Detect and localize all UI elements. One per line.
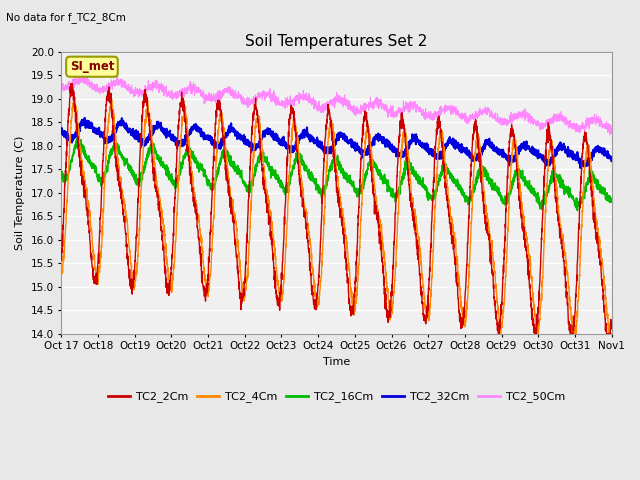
TC2_32Cm bbox=[442, 143, 449, 148]
TC2_50Cm bbox=[442, 107, 449, 112]
Legend: TC2_2Cm, TC2_4Cm, TC2_16Cm, TC2_32Cm, TC2_50Cm: TC2_2Cm, TC2_4Cm, TC2_16Cm, TC2_32Cm, TC… bbox=[104, 387, 570, 407]
TC2_4Cm bbox=[442, 165, 449, 171]
TC2_16Cm bbox=[442, 166, 449, 171]
TC2_4Cm bbox=[58, 266, 65, 272]
TC2_16Cm bbox=[73, 136, 81, 142]
TC2_2Cm bbox=[58, 257, 65, 263]
TC2_16Cm bbox=[232, 165, 240, 171]
X-axis label: Time: Time bbox=[323, 357, 350, 367]
TC2_16Cm bbox=[58, 172, 65, 178]
TC2_4Cm bbox=[442, 161, 449, 167]
TC2_16Cm bbox=[471, 182, 479, 188]
TC2_32Cm bbox=[511, 157, 519, 163]
TC2_50Cm bbox=[406, 105, 414, 111]
TC2_32Cm bbox=[81, 115, 88, 121]
Line: TC2_50Cm: TC2_50Cm bbox=[61, 74, 612, 135]
TC2_4Cm bbox=[511, 141, 519, 146]
TC2_4Cm bbox=[71, 95, 79, 100]
TC2_16Cm bbox=[608, 199, 616, 205]
TC2_4Cm bbox=[232, 221, 240, 227]
TC2_32Cm bbox=[471, 156, 479, 161]
Line: TC2_4Cm: TC2_4Cm bbox=[61, 97, 612, 334]
TC2_4Cm bbox=[608, 331, 616, 336]
TC2_50Cm bbox=[511, 114, 519, 120]
TC2_16Cm bbox=[573, 208, 581, 214]
TC2_50Cm bbox=[77, 71, 85, 77]
TC2_2Cm bbox=[68, 81, 76, 86]
TC2_32Cm bbox=[232, 130, 240, 136]
TC2_4Cm bbox=[534, 331, 542, 336]
TC2_32Cm bbox=[608, 158, 616, 164]
TC2_4Cm bbox=[471, 151, 479, 157]
TC2_16Cm bbox=[442, 162, 449, 168]
TC2_4Cm bbox=[406, 175, 414, 181]
TC2_50Cm bbox=[471, 112, 479, 118]
Line: TC2_32Cm: TC2_32Cm bbox=[61, 118, 612, 168]
Title: Soil Temperatures Set 2: Soil Temperatures Set 2 bbox=[245, 34, 428, 49]
TC2_50Cm bbox=[606, 132, 614, 138]
Line: TC2_16Cm: TC2_16Cm bbox=[61, 139, 612, 211]
Y-axis label: Soil Temperature (C): Soil Temperature (C) bbox=[15, 135, 25, 250]
TC2_32Cm bbox=[577, 165, 584, 171]
TC2_2Cm bbox=[442, 180, 449, 186]
TC2_50Cm bbox=[232, 91, 240, 97]
TC2_2Cm bbox=[512, 153, 520, 159]
TC2_2Cm bbox=[406, 192, 414, 197]
TC2_32Cm bbox=[442, 144, 449, 150]
TC2_2Cm bbox=[471, 121, 479, 127]
TC2_2Cm bbox=[442, 185, 449, 191]
TC2_50Cm bbox=[608, 130, 616, 136]
TC2_16Cm bbox=[511, 173, 519, 179]
TC2_50Cm bbox=[442, 108, 449, 113]
TC2_2Cm bbox=[608, 320, 616, 325]
TC2_2Cm bbox=[495, 331, 502, 336]
Line: TC2_2Cm: TC2_2Cm bbox=[61, 84, 612, 334]
TC2_32Cm bbox=[406, 138, 414, 144]
TC2_2Cm bbox=[232, 251, 240, 257]
TC2_32Cm bbox=[58, 127, 65, 133]
Text: SI_met: SI_met bbox=[70, 60, 114, 73]
Text: No data for f_TC2_8Cm: No data for f_TC2_8Cm bbox=[6, 12, 126, 23]
TC2_16Cm bbox=[406, 165, 414, 171]
TC2_50Cm bbox=[58, 84, 65, 89]
